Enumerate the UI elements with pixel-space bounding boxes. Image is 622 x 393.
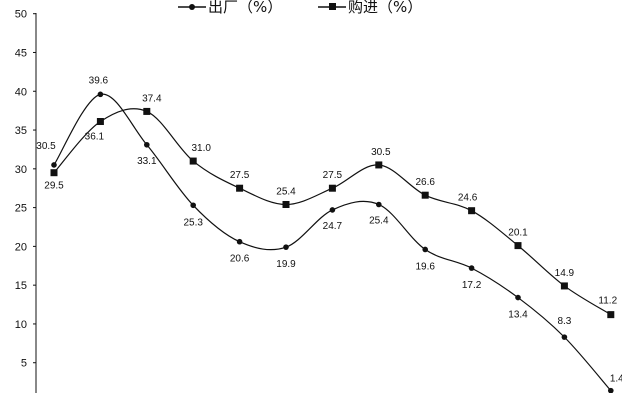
point-s1-3: [189, 157, 197, 165]
data-label-s0-7: 25.4: [369, 215, 389, 226]
y-tick-label-10: 10: [15, 319, 27, 331]
data-label-s0-9: 17.2: [462, 280, 482, 291]
y-tick-label-45: 45: [15, 47, 27, 59]
y-tick-label-50: 50: [15, 9, 27, 21]
point-s1-4: [236, 184, 244, 192]
y-tick-label-40: 40: [15, 86, 27, 98]
data-label-s0-1: 39.6: [89, 75, 109, 86]
point-s1-10: [514, 242, 522, 250]
point-s0-10: [515, 294, 521, 301]
point-s1-11: [560, 282, 568, 290]
data-label-s1-11: 14.9: [555, 268, 575, 279]
data-label-s1-4: 27.5: [230, 170, 250, 181]
point-s0-8: [422, 246, 429, 253]
legend-marker-chuchang: [189, 4, 195, 10]
data-label-s1-1: 36.1: [85, 132, 105, 143]
point-s0-6: [329, 207, 336, 213]
data-label-s0-10: 13.4: [508, 310, 528, 321]
point-s0-7: [376, 201, 382, 208]
point-s0-0: [51, 162, 57, 168]
y-tick-label-35: 35: [15, 125, 27, 137]
data-label-s0-4: 20.6: [230, 254, 250, 265]
point-s1-0: [50, 169, 58, 177]
data-label-s1-3: 31.0: [191, 143, 211, 154]
series-line-0: [53, 93, 612, 392]
legend: 出厂（%） 购进（%）: [178, 0, 422, 16]
point-s1-7: [375, 161, 383, 169]
series-layer: [50, 91, 615, 393]
point-s0-4: [236, 238, 243, 245]
data-label-s0-6: 24.7: [323, 221, 343, 232]
point-s0-1: [97, 91, 104, 98]
legend-label-chuchang: 出厂（%）: [208, 0, 282, 16]
point-s1-1: [96, 118, 104, 126]
point-s0-12: [608, 387, 614, 393]
point-s1-9: [468, 207, 476, 215]
legend-label-goujin: 购进（%）: [348, 0, 422, 16]
data-label-s1-0: 29.5: [44, 181, 64, 192]
y-tick-label-30: 30: [15, 164, 27, 176]
data-label-s0-8: 19.6: [415, 261, 435, 272]
data-label-s1-5: 25.4: [276, 186, 296, 197]
data-label-s0-12: 1.4: [610, 374, 622, 385]
legend-marker-goujin: [329, 3, 336, 10]
point-s1-8: [421, 191, 429, 199]
y-tick-label-15: 15: [15, 280, 27, 292]
data-labels: 30.5 39.6 33.1 25.3 20.6 19.9 24.7 25.4 19.6 17.2…: [36, 75, 622, 384]
point-s1-6: [328, 184, 336, 192]
data-label-s0-0: 30.5: [36, 141, 56, 152]
data-label-s0-3: 25.3: [183, 217, 203, 228]
y-tick-label-25: 25: [15, 203, 27, 215]
data-label-s1-8: 26.6: [415, 177, 435, 188]
data-label-s1-2: 37.4: [142, 93, 162, 104]
point-s0-5: [283, 244, 289, 250]
data-label-s1-7: 30.5: [371, 147, 391, 158]
data-label-s0-11: 8.3: [557, 316, 571, 327]
y-tick-label-20: 20: [15, 241, 27, 253]
point-s1-5: [282, 200, 290, 208]
data-label-s0-2: 33.1: [137, 156, 157, 167]
data-label-s1-12: 11.2: [598, 296, 617, 307]
data-label-s1-6: 27.5: [323, 170, 343, 181]
point-s0-11: [561, 334, 568, 340]
point-s0-9: [468, 265, 475, 271]
y-tick-label-5: 5: [21, 358, 27, 370]
point-s0-3: [190, 202, 196, 209]
data-label-s1-9: 24.6: [458, 193, 478, 204]
point-s1-2: [143, 107, 151, 115]
data-label-s0-5: 19.9: [276, 259, 296, 270]
data-label-s1-10: 20.1: [508, 228, 528, 239]
point-s0-2: [144, 141, 150, 148]
y-axis-ticks: 5 10 15 20 25 30 35 40 45 50: [15, 9, 36, 370]
point-s1-12: [607, 311, 615, 319]
